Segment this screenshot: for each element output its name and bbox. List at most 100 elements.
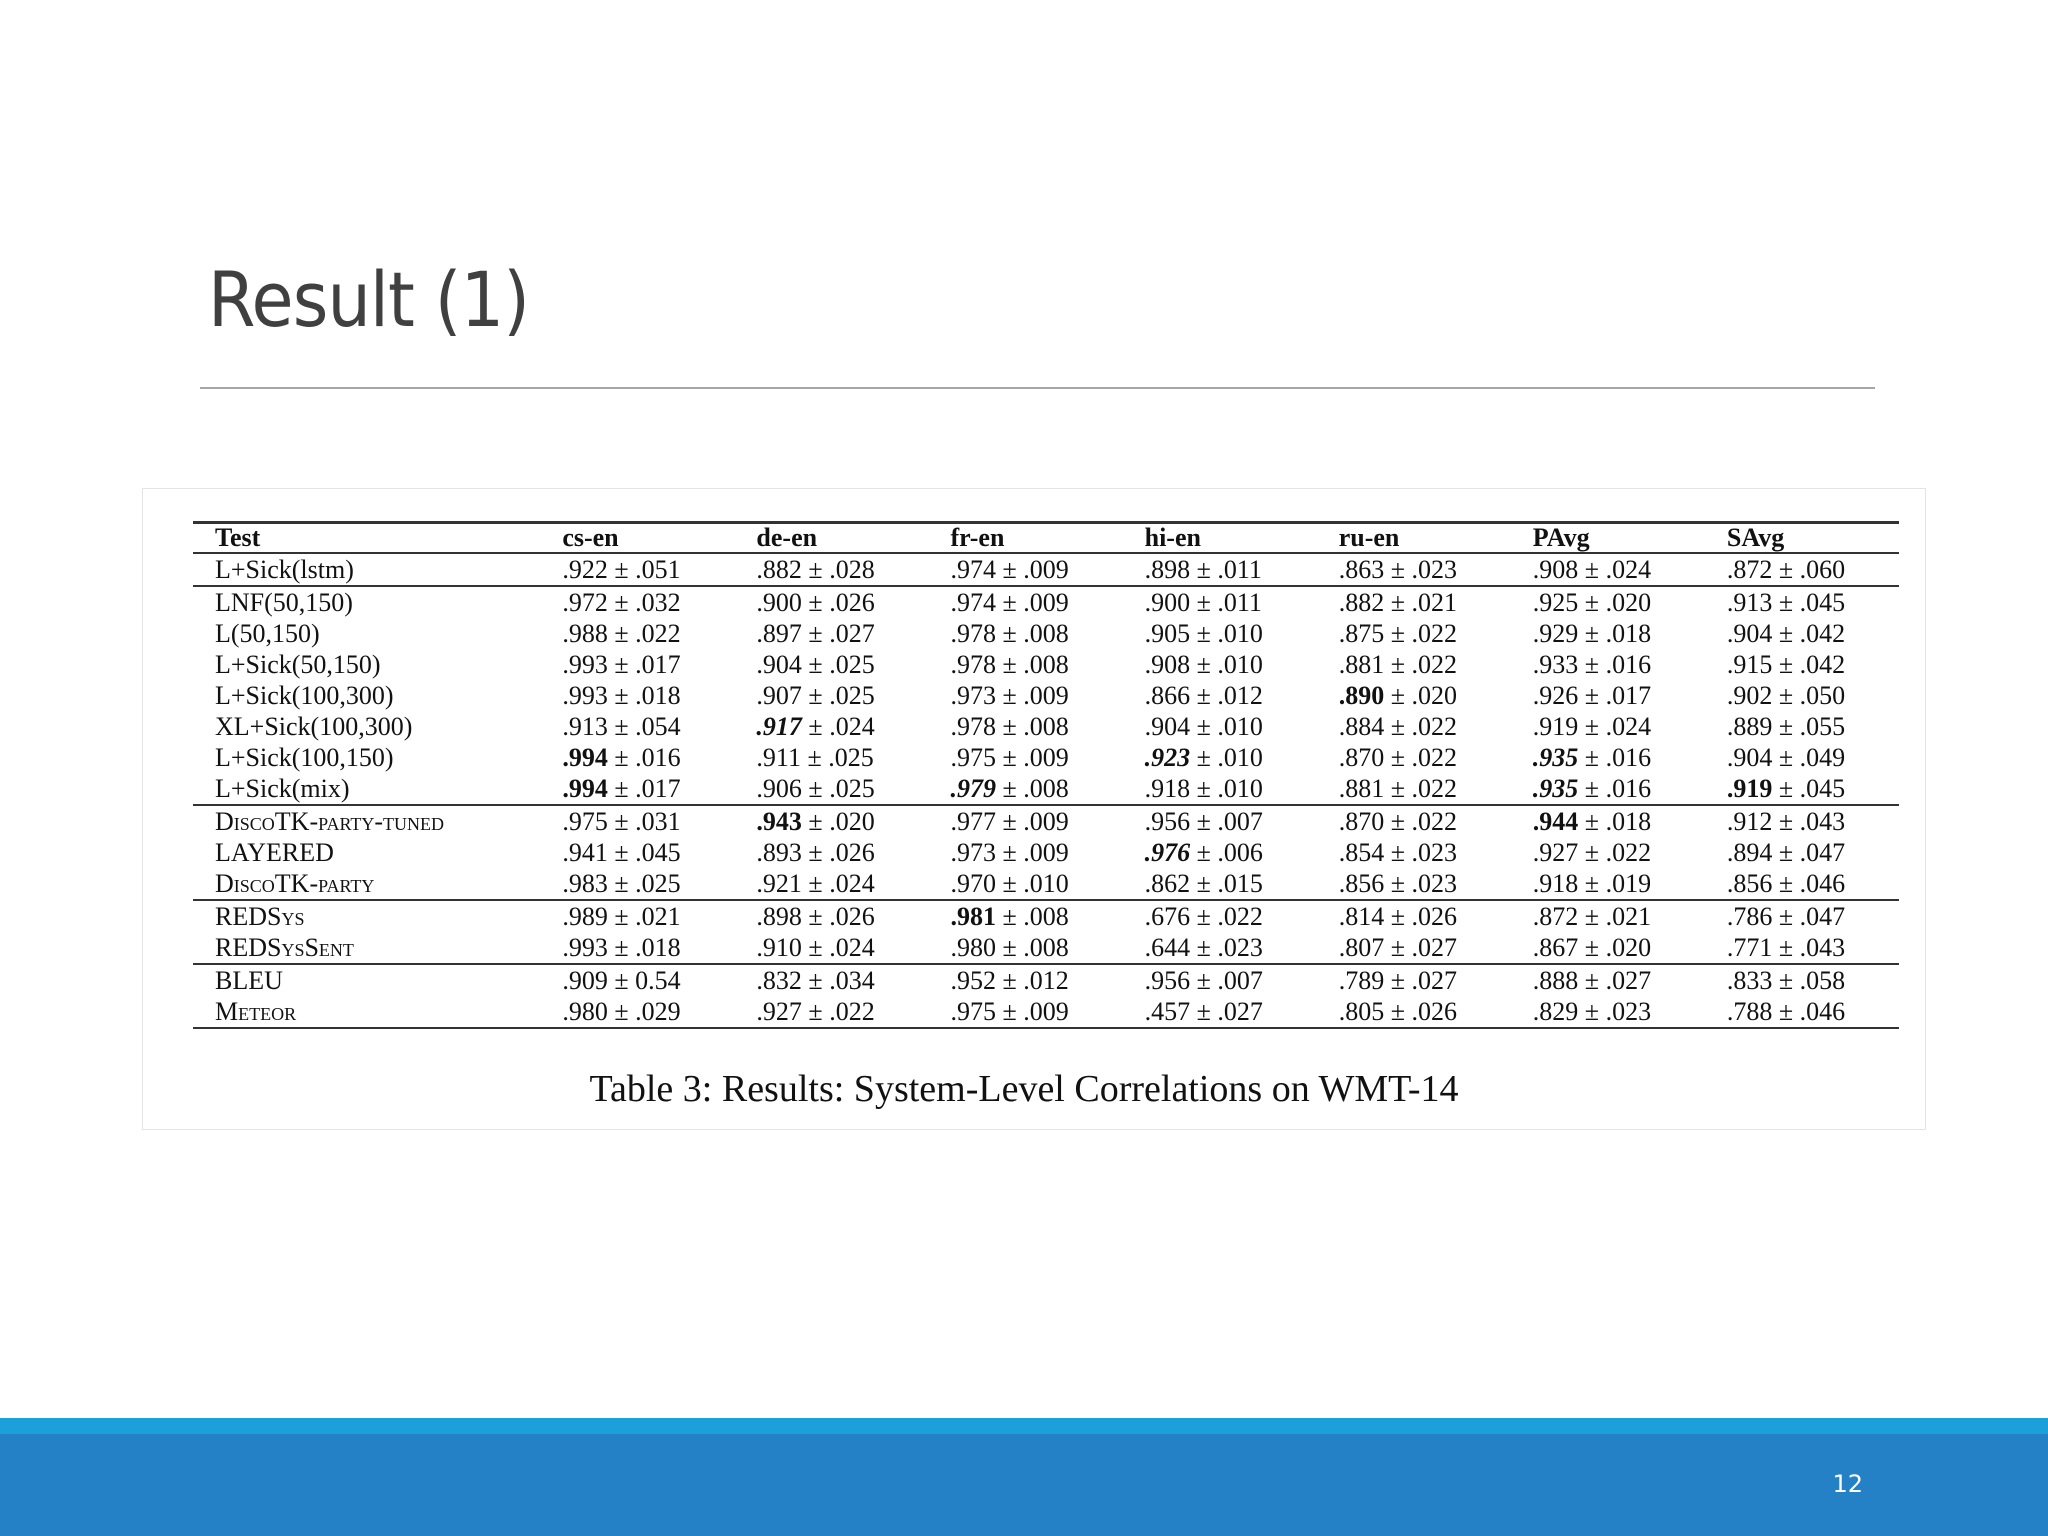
table-cell: .919 ± .045 — [1705, 773, 1899, 805]
table-cell: .863 ± .023 — [1317, 553, 1511, 586]
table-cell: .973 ± .009 — [929, 680, 1123, 711]
cell-value: .927 ± .022 — [1532, 837, 1652, 867]
table-cell: .913 ± .045 — [1704, 585, 1899, 618]
table-cell: .993 ± .017 — [540, 649, 734, 680]
table-cell: .927 ± .022 — [734, 996, 928, 1028]
cell-value: .907 ± .025 — [756, 680, 875, 710]
cell-value: .676 ± .022 — [1144, 901, 1263, 931]
cell-value: .933 ± .016 — [1532, 649, 1652, 679]
table-cell: .983 ± .025 — [540, 868, 734, 900]
cell-value: .805 ± .026 — [1338, 996, 1457, 1026]
table-cell: .907 ± .025 — [734, 680, 928, 711]
cell-value: .872 ± .021 — [1532, 901, 1652, 931]
highlighted-value: .944 — [1532, 806, 1579, 836]
table-row: BLEU .909 ± 0.54 .832 ± .034 .952 ± .012 .95… — [193, 963, 1899, 996]
table-cell: .976 ± .006 — [1123, 837, 1317, 868]
table-cell: .676 ± .022 — [1122, 899, 1317, 932]
table-cell: .881 ± .022 — [1317, 773, 1511, 805]
error-value: ± .008 — [996, 773, 1069, 803]
table-header-cell: PAvg — [1532, 523, 1590, 552]
table-cell: .862 ± .015 — [1123, 868, 1317, 900]
row-label-cell: DiscoTK-party — [193, 868, 540, 900]
table-header-cell: hi-en — [1144, 523, 1201, 552]
table-cell: .870 ± .022 — [1317, 742, 1511, 773]
error-value: ± .010 — [1190, 742, 1263, 772]
table-cell: .786 ± .047 — [1704, 899, 1899, 932]
cell-value: .875 ± .022 — [1338, 618, 1457, 648]
cell-value: .975 ± .009 — [950, 996, 1069, 1026]
highlighted-value: .919 — [1726, 773, 1773, 803]
table-header-cell: cs-en — [562, 523, 619, 552]
cell-value: .881 ± .022 — [1338, 649, 1457, 679]
cell-value: .898 ± .026 — [756, 901, 875, 931]
table-cell: .978 ± .008 — [929, 618, 1123, 649]
cell-value: .898 ± .011 — [1144, 554, 1262, 584]
cell-value: .929 ± .018 — [1532, 618, 1652, 648]
cell-value: .904 ± .010 — [1144, 711, 1263, 741]
cell-value: .909 ± 0.54 — [562, 965, 681, 995]
cell-value: .814 ± .026 — [1338, 901, 1457, 931]
cell-value: .977 ± .009 — [950, 806, 1069, 836]
highlighted-value: .994 — [562, 742, 608, 772]
cell-value: .952 ± .012 — [950, 965, 1069, 995]
cell-value: .870 ± .022 — [1338, 742, 1457, 772]
table-cell: .978 ± .008 — [929, 711, 1123, 742]
table-cell: .980 ± .029 — [540, 996, 734, 1028]
table-header-row: Test cs-en de-en fr-en hi-en ru-en PAvg … — [193, 522, 1899, 553]
row-label: Meteor — [215, 996, 297, 1026]
cell-value: .919 ± .024 — [1532, 711, 1652, 741]
cell-value: .905 ± .010 — [1144, 618, 1263, 648]
table-figure: Test cs-en de-en fr-en hi-en ru-en PAvg … — [142, 488, 1926, 1130]
table-cell: .807 ± .027 — [1317, 932, 1511, 964]
cell-value: .900 ± .026 — [756, 587, 875, 617]
cell-value: .918 ± .019 — [1532, 868, 1652, 898]
table-cell: .972 ± .032 — [540, 585, 735, 618]
cell-value: .863 ± .023 — [1338, 554, 1457, 584]
title-divider — [200, 387, 1875, 389]
cell-value: .786 ± .047 — [1726, 901, 1846, 931]
page-number: 12 — [1832, 1470, 1863, 1498]
row-label-cell: Meteor — [193, 996, 540, 1028]
table-cell: .888 ± .027 — [1510, 963, 1705, 996]
cell-value: .913 ± .054 — [562, 711, 681, 741]
cell-value: .789 ± .027 — [1338, 965, 1457, 995]
table-cell: .875 ± .022 — [1317, 618, 1511, 649]
table-cell: .917 ± .024 — [734, 711, 928, 742]
table-cell: .970 ± .010 — [929, 868, 1123, 900]
cell-value: .911 ± .025 — [756, 742, 874, 772]
table-cell: .994 ± .017 — [540, 773, 734, 805]
error-value: ± .017 — [607, 773, 681, 803]
cell-value: .807 ± .027 — [1338, 932, 1457, 962]
table-cell: .814 ± .026 — [1316, 899, 1511, 932]
row-label-cell: REDSys — [193, 899, 541, 932]
table-cell: .956 ± .007 — [1122, 804, 1317, 837]
row-label: L+Sick(mix) — [215, 773, 350, 803]
table-cell: .872 ± .060 — [1705, 553, 1899, 586]
cell-value: .980 ± .029 — [562, 996, 681, 1026]
table-cell: .910 ± .024 — [734, 932, 928, 964]
row-label-cell: L+Sick(mix) — [193, 773, 540, 805]
table-cell: .644 ± .023 — [1123, 932, 1317, 964]
table-cell: .923 ± .010 — [1123, 742, 1317, 773]
row-label-cell: DiscoTK-party-tuned — [193, 804, 541, 837]
table-row: L(50,150) .988 ± .022 .897 ± .027 .978 ± .0… — [193, 618, 1899, 649]
table-cell: .856 ± .046 — [1705, 868, 1899, 900]
cell-value: .918 ± .010 — [1144, 773, 1263, 803]
table-cell: .884 ± .022 — [1317, 711, 1511, 742]
cell-value: .913 ± .045 — [1726, 587, 1846, 617]
table-cell: .882 ± .028 — [734, 553, 928, 586]
table-cell: .854 ± .023 — [1317, 837, 1511, 868]
highlighted-value: .981 — [950, 901, 997, 931]
cell-value: .829 ± .023 — [1532, 996, 1652, 1026]
cell-value: .908 ± .024 — [1532, 554, 1652, 584]
cell-value: .925 ± .020 — [1532, 587, 1652, 617]
table-row: L+Sick(mix) .994 ± .017 .906 ± .025 .979 ± … — [193, 773, 1899, 805]
cell-value: .970 ± .010 — [950, 868, 1069, 898]
table-row: REDSys .989 ± .021 .898 ± .026 .981 ± .008.… — [193, 899, 1899, 932]
error-value: ± .020 — [801, 806, 875, 836]
cell-value: .983 ± .025 — [562, 868, 681, 898]
table-row: Meteor .980 ± .029 .927 ± .022 .975 ± .009.… — [193, 996, 1899, 1028]
cell-value: .973 ± .009 — [950, 680, 1069, 710]
table-cell: .805 ± .026 — [1317, 996, 1511, 1028]
table-cell: .898 ± .011 — [1123, 553, 1317, 586]
